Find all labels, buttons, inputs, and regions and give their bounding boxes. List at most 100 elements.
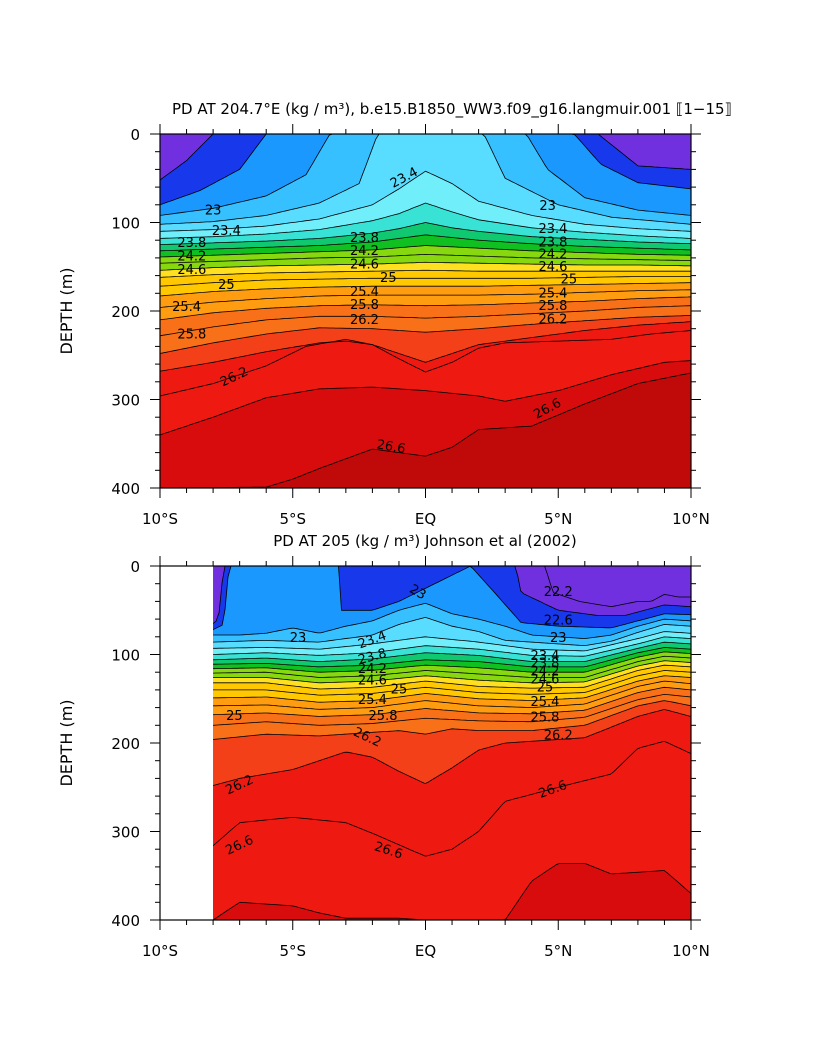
- y-tick-labels-bottom: 0 100 200 300 400: [111, 558, 140, 930]
- contour-label: 24.2: [538, 248, 567, 263]
- contour-line: [213, 664, 691, 690]
- contour-line: [213, 655, 691, 678]
- chart-title-top: PD AT 204.7°E (kg / m³), b.e15.B1850_WW3…: [172, 100, 732, 119]
- y-tick-labels-top: 0 100 200 300 400: [111, 126, 140, 498]
- contour-line: [212, 863, 691, 920]
- contour-label: 23: [290, 631, 307, 646]
- contour-line: [160, 296, 691, 321]
- contour-label: 24.2: [350, 244, 379, 259]
- x-tick-label: 10°N: [672, 942, 710, 960]
- contour-line: [160, 276, 691, 287]
- contour-line: [160, 134, 691, 206]
- contour-line: [213, 631, 691, 652]
- contour-line: [213, 675, 691, 703]
- contour-line: [213, 670, 691, 696]
- contour-label: 23: [539, 199, 556, 214]
- y-tick-label: 100: [111, 647, 140, 665]
- contour-label: 23.8: [538, 235, 567, 250]
- x-tick-label: 10°N: [672, 510, 710, 528]
- contour-line: [160, 170, 691, 232]
- y-axis-label-top: DEPTH (m): [57, 267, 76, 354]
- contour-label: 23.8: [530, 657, 559, 672]
- axis-ticks-top: [150, 124, 701, 498]
- contour-line: [213, 693, 691, 726]
- x-tick-labels-bottom: 10°S 5°S EQ 5°N 10°N: [142, 942, 710, 960]
- contour-line: [160, 360, 691, 436]
- contour-label: 25.8: [538, 299, 567, 314]
- contour-line: [160, 282, 691, 297]
- x-tick-label: EQ: [415, 510, 436, 528]
- x-tick-label: EQ: [415, 942, 436, 960]
- contour-label: 25.8: [350, 298, 379, 313]
- contour-line: [213, 700, 691, 740]
- contour-label: 23: [205, 203, 222, 218]
- y-tick-label: 300: [111, 392, 140, 410]
- contour-label: 23: [550, 631, 567, 646]
- contour-line: [213, 651, 691, 673]
- contour-line: [213, 680, 691, 710]
- contour-label: 24.6: [177, 263, 206, 278]
- contour-label: 25: [226, 709, 243, 724]
- contour-line: [213, 686, 691, 717]
- contour-label: 24.6: [538, 260, 567, 275]
- contour-line: [160, 234, 691, 252]
- axis-ticks-bottom: [150, 556, 701, 930]
- contour-line: [160, 261, 691, 271]
- contour-label: 23.8: [356, 646, 388, 668]
- contour-line: [213, 616, 691, 647]
- contour-line: [213, 641, 691, 662]
- x-tick-label: 5°S: [279, 510, 306, 528]
- contour-band: [160, 373, 691, 488]
- contour-line: [213, 602, 691, 639]
- contour-label: 26.2: [538, 312, 567, 327]
- contour-plot-bottom: [213, 566, 691, 920]
- contour-line: [160, 134, 691, 181]
- y-tick-label: 400: [111, 912, 140, 930]
- contour-label: 24.6: [350, 257, 379, 272]
- y-tick-label: 400: [111, 480, 140, 498]
- y-tick-label: 200: [111, 735, 140, 753]
- contour-line: [212, 709, 691, 786]
- contour-label: 25: [537, 681, 554, 696]
- contour-label: 23.4: [530, 649, 559, 664]
- contour-label: 26.2: [350, 313, 379, 328]
- contour-label: 23: [407, 582, 429, 603]
- contour-label: 25: [391, 682, 408, 697]
- contour-line: [160, 305, 691, 337]
- contour-label: 25.8: [369, 709, 398, 724]
- contour-line: [212, 566, 691, 631]
- contour-label: 24.6: [530, 673, 559, 688]
- contour-label: 26.2: [544, 728, 573, 743]
- y-tick-label: 100: [111, 215, 140, 233]
- contour-label: 25: [561, 273, 578, 288]
- contour-line: [212, 740, 691, 857]
- contour-line: [160, 315, 691, 354]
- contour-label: 25: [380, 271, 397, 286]
- chart-title-bottom: PD AT 205 (kg / m³) Johnson et al (2002): [273, 532, 576, 550]
- contour-band: [213, 863, 691, 920]
- contour-label: 25.4: [358, 693, 387, 708]
- contour-line: [160, 330, 691, 397]
- contour-line: [160, 372, 691, 488]
- contour-label: 24.2: [358, 662, 387, 677]
- x-tick-label: 5°N: [544, 942, 572, 960]
- x-tick-label: 5°S: [279, 942, 306, 960]
- contour-label: 25.4: [172, 300, 201, 315]
- contour-line: [160, 253, 691, 264]
- contour-line: [213, 647, 691, 668]
- contour-line: [160, 321, 691, 372]
- contour-label: 24.6: [358, 674, 387, 689]
- contour-line: [160, 134, 691, 216]
- contour-line: [160, 202, 691, 239]
- contour-plot-top: [160, 134, 691, 488]
- y-tick-label: 0: [130, 558, 140, 576]
- contour-label: 22.6: [544, 613, 573, 628]
- contour-label: 23.4: [212, 224, 241, 239]
- contour-label: 25.4: [530, 695, 559, 710]
- contour-label: 24.2: [177, 250, 206, 265]
- panel-bottom: PD AT 205 (kg / m³) Johnson et al (2002)…: [57, 532, 710, 960]
- contour-lines-top: [160, 134, 691, 488]
- contour-label: 25.4: [538, 287, 567, 302]
- contour-line: [212, 566, 691, 624]
